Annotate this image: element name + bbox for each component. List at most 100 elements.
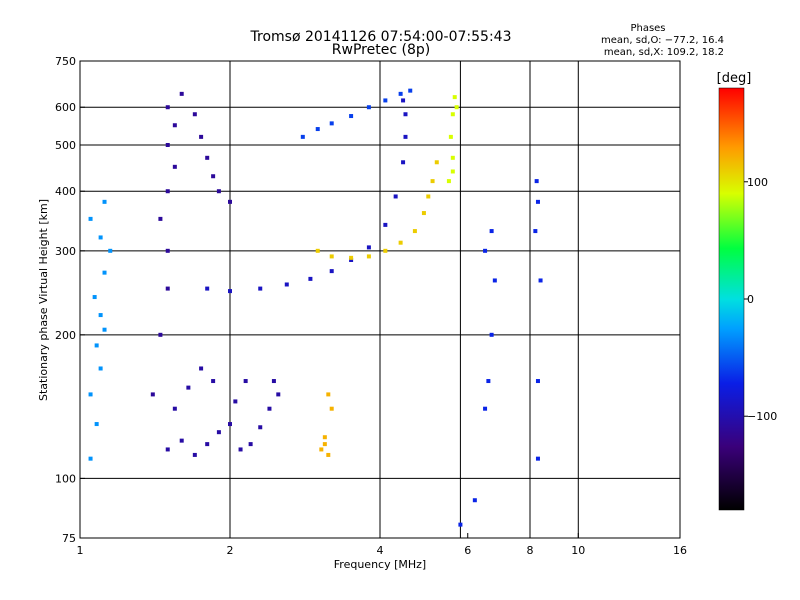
data-point: [192, 452, 197, 457]
data-point: [450, 169, 455, 174]
data-point: [533, 229, 538, 234]
data-point: [88, 456, 93, 461]
data-point: [228, 422, 232, 427]
data-point: [366, 254, 371, 259]
y-tick-label: 100: [55, 472, 76, 485]
data-point: [398, 240, 403, 245]
data-point: [489, 229, 494, 234]
data-point: [102, 199, 107, 204]
data-point: [450, 155, 455, 160]
data-point: [88, 216, 93, 221]
x-tick-label: 8: [527, 544, 534, 557]
data-point: [383, 98, 388, 103]
data-point: [483, 406, 488, 411]
data-point: [98, 313, 103, 318]
data-point: [276, 392, 281, 397]
data-point: [319, 447, 324, 452]
data-point: [172, 123, 177, 128]
data-point: [329, 121, 334, 126]
data-point: [326, 452, 331, 457]
x-tick-label: 1: [77, 544, 84, 557]
colorbar-tick-label: 100: [747, 176, 768, 189]
data-point: [535, 379, 540, 384]
y-axis-ticks: 75 100 200 300 400 500 600 750: [55, 55, 85, 545]
data-point: [186, 385, 191, 390]
data-point: [349, 257, 354, 262]
data-point: [165, 447, 170, 452]
y-tick-label: 750: [55, 55, 76, 68]
colorbar-label: [deg]: [717, 71, 752, 86]
data-point: [205, 155, 210, 160]
data-point: [349, 114, 354, 119]
data-point: [205, 286, 210, 291]
x-tick-label: 10: [571, 544, 585, 557]
data-point: [165, 142, 170, 147]
grid-layer: [80, 61, 680, 538]
data-point: [165, 105, 170, 110]
data-point: [315, 127, 320, 132]
data-point: [430, 179, 435, 184]
data-point: [179, 438, 184, 443]
data-point: [284, 282, 289, 287]
data-point: [98, 235, 103, 240]
data-point: [383, 248, 388, 253]
data-point: [329, 269, 334, 274]
data-point: [486, 379, 491, 384]
data-point: [434, 160, 439, 165]
colorbar-ticks: 100 0 −100: [744, 176, 777, 423]
data-point: [88, 392, 93, 397]
data-point: [243, 379, 248, 384]
x-axis-ticks: 1 2 4 6 8 10 16: [77, 533, 687, 557]
data-point: [308, 276, 313, 281]
y-tick-label: 75: [62, 532, 76, 545]
data-point: [165, 286, 170, 291]
data-point: [403, 134, 408, 139]
data-point: [326, 392, 331, 397]
data-point: [158, 216, 163, 221]
data-point: [383, 222, 388, 227]
data-point: [228, 289, 232, 294]
data-point: [199, 366, 204, 371]
data-point: [211, 379, 216, 384]
data-point: [271, 379, 276, 384]
data-point: [108, 248, 113, 253]
data-point: [492, 278, 497, 283]
data-point: [233, 399, 238, 404]
x-axis-label: Frequency [MHz]: [334, 558, 426, 571]
data-point: [192, 112, 197, 117]
colorbar-tick-label: −100: [747, 410, 777, 423]
chart-title: Tromsø 20141126 07:54:00-07:55:43: [250, 29, 512, 45]
y-tick-label: 500: [55, 139, 76, 152]
data-point: [94, 422, 99, 427]
data-point: [216, 189, 221, 194]
data-point: [258, 286, 263, 291]
data-point: [483, 248, 488, 253]
data-point: [489, 332, 494, 337]
x-tick-label: 2: [227, 544, 234, 557]
data-point: [452, 95, 457, 100]
data-point: [538, 278, 543, 283]
data-point: [322, 435, 327, 440]
data-point: [102, 270, 107, 275]
data-point: [179, 91, 184, 96]
stats-line-x: mean, sd,X: 109.2, 18.2: [604, 47, 724, 58]
chart-subtitle: RwPretec (8p): [332, 42, 430, 58]
colorbar: [718, 87, 745, 511]
data-point: [150, 392, 155, 397]
data-point: [216, 430, 221, 435]
data-point: [450, 112, 455, 117]
data-point: [408, 88, 413, 93]
data-point: [534, 179, 539, 184]
data-point: [421, 211, 426, 216]
data-point: [535, 199, 540, 204]
data-point: [258, 425, 263, 430]
data-point: [393, 194, 398, 199]
x-tick-label: 4: [377, 544, 384, 557]
data-point: [322, 442, 327, 447]
data-point: [300, 134, 305, 139]
x-tick-label: 6: [464, 544, 471, 557]
y-tick-label: 600: [55, 101, 76, 114]
data-point: [454, 105, 459, 110]
data-point: [199, 134, 204, 139]
